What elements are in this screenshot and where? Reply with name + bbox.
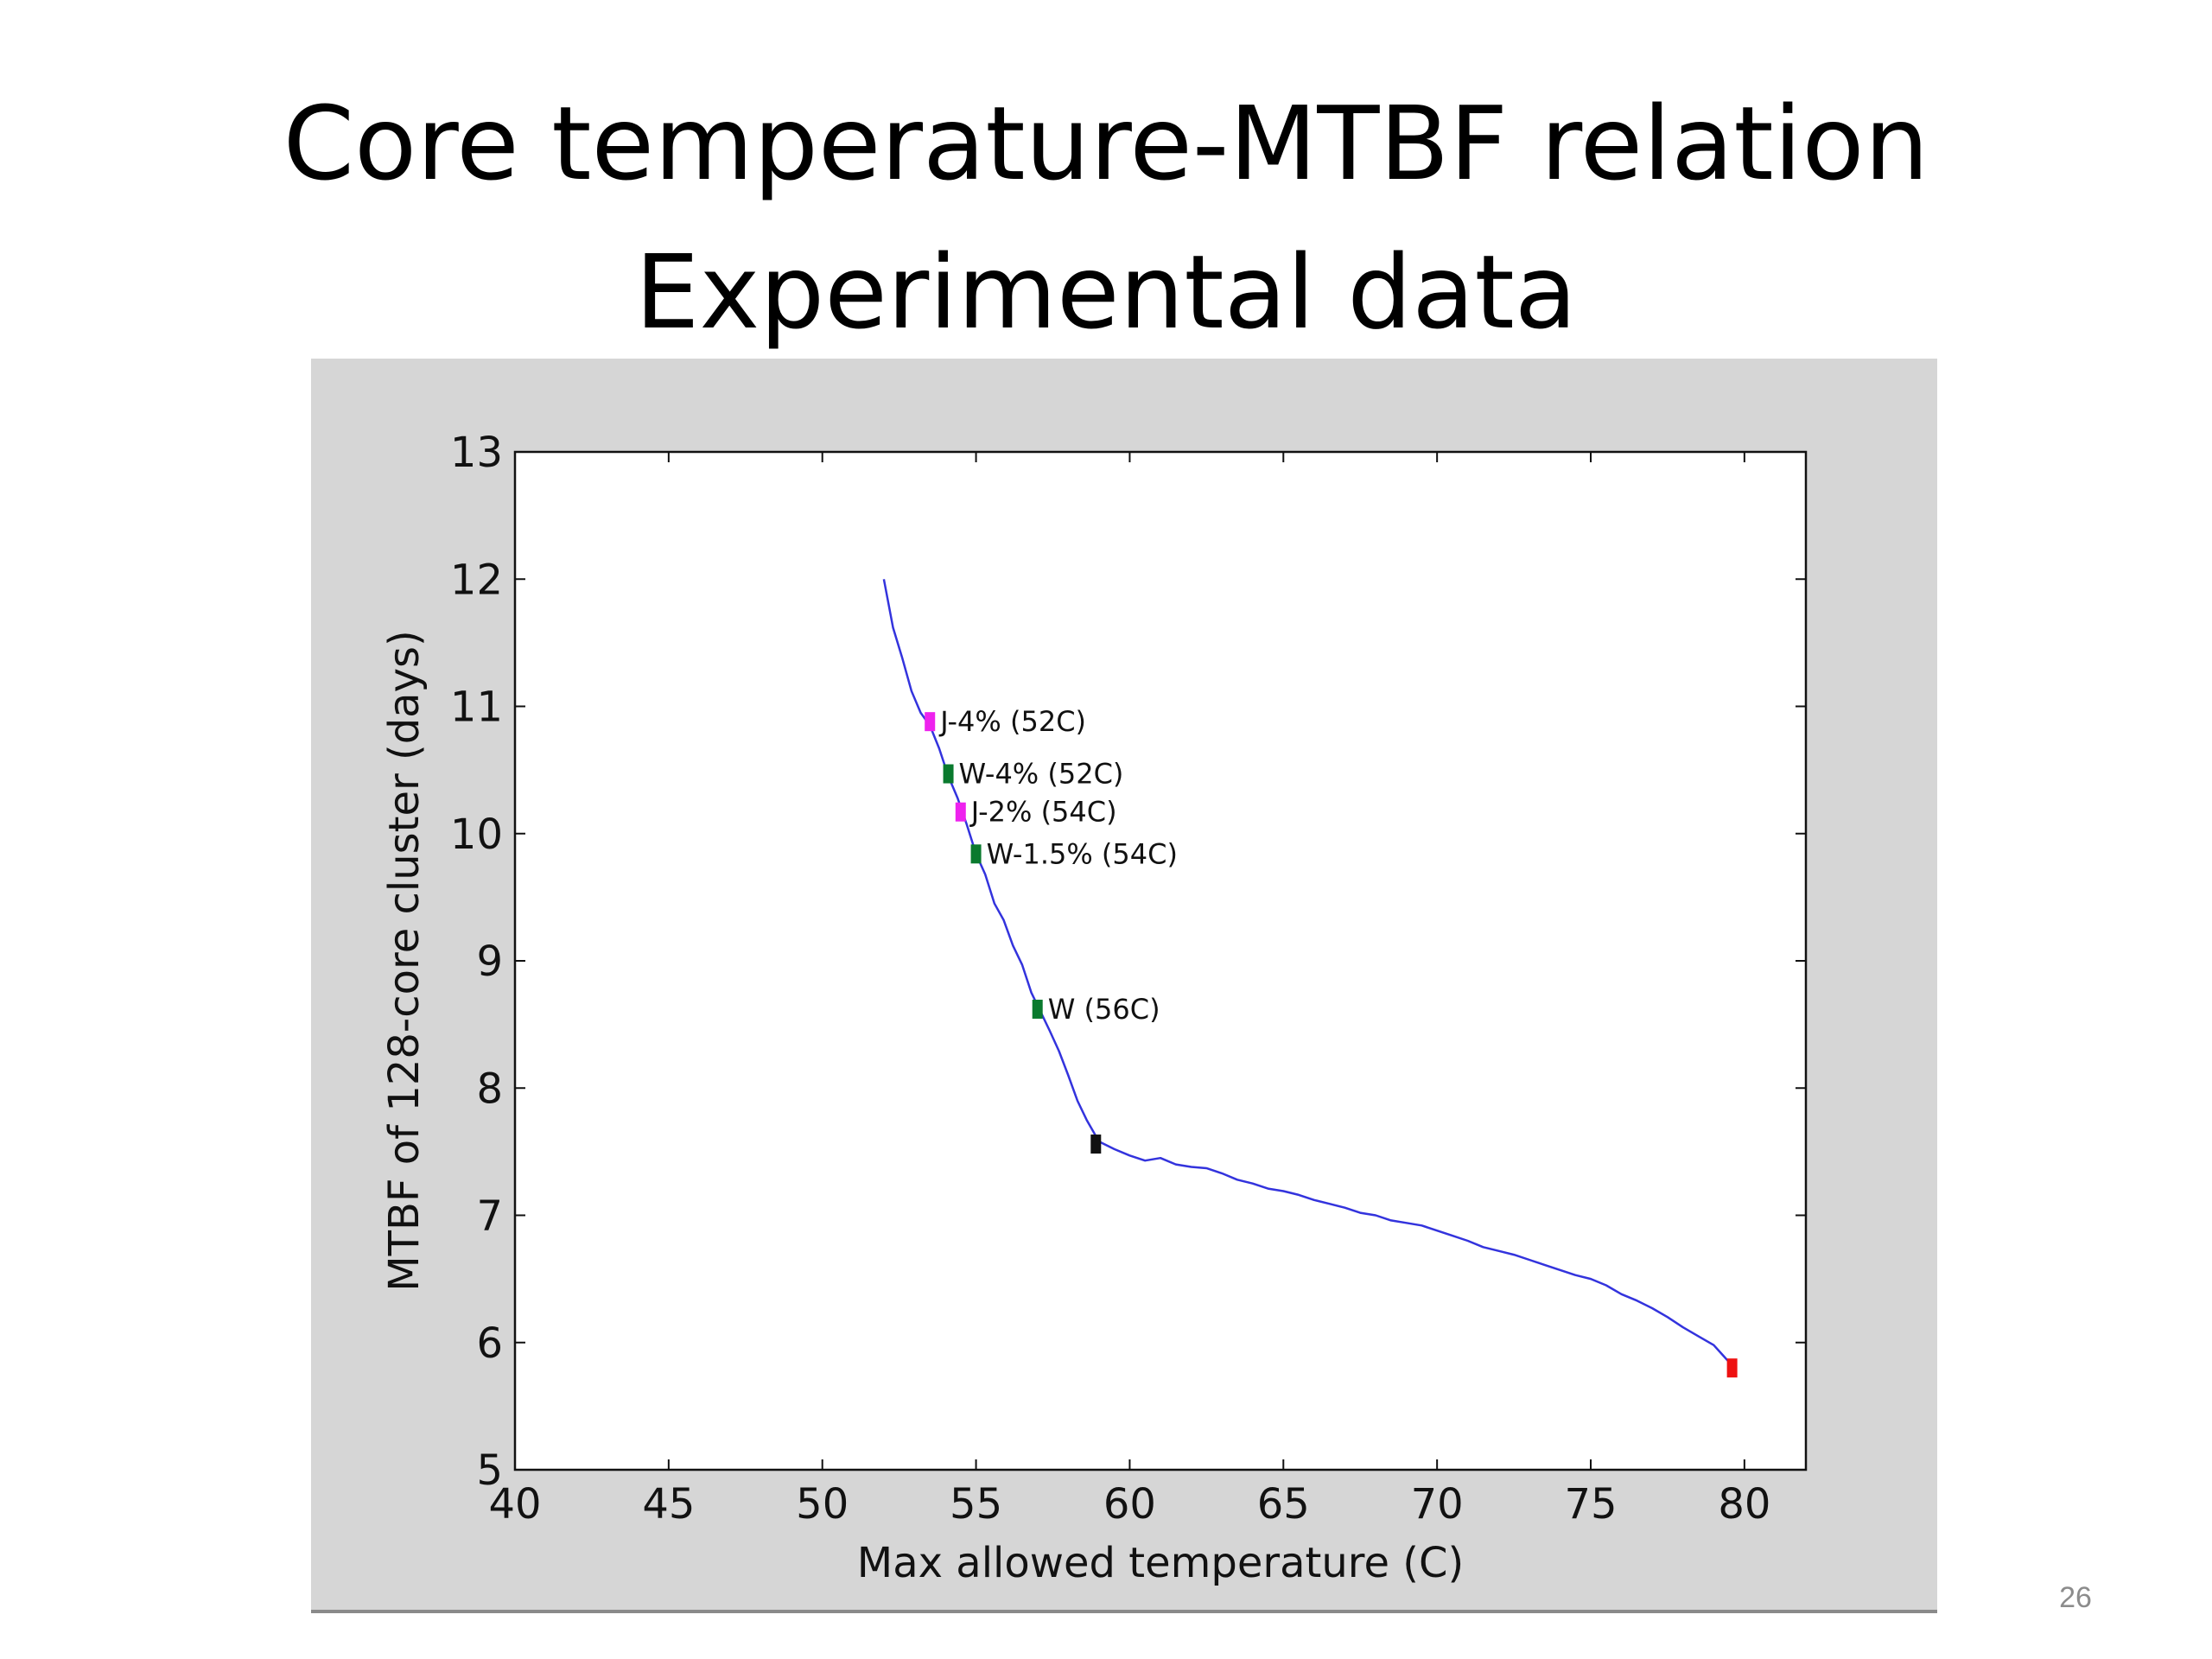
plot-area [513, 450, 1808, 1471]
y-tick-label: 5 [476, 1446, 503, 1495]
marker-label: J-2% (54C) [969, 796, 1117, 829]
marker-group: J-4% (52C) W-4% (52C) J-2% (54C) W-1.5% (54… [925, 705, 1738, 1378]
data-point-marker [1090, 1135, 1102, 1154]
data-point-marker [943, 764, 954, 784]
x-tick-label: 65 [1257, 1480, 1310, 1529]
data-point-marker [1726, 1358, 1738, 1378]
x-tick-label: 45 [642, 1480, 695, 1529]
slide-title: Core temperature-MTBF relation Experimen… [0, 69, 2212, 366]
data-point-marker [955, 802, 966, 822]
x-tick-label: 80 [1718, 1480, 1770, 1529]
series-line [882, 579, 1733, 1367]
x-tick-label: 55 [950, 1480, 1002, 1529]
axis-ticks: 40 45 50 55 60 65 70 75 80 5 6 7 8 9 10 11 12 13 [450, 429, 1806, 1529]
slide-title-line-2: Experimental data [634, 232, 1578, 352]
mtbf-chart: 40 45 50 55 60 65 70 75 80 5 6 7 8 9 10 11 12 13 J-4% (52… [380, 429, 1808, 1587]
y-tick-label: 8 [476, 1065, 503, 1113]
x-tick-label: 70 [1411, 1480, 1464, 1529]
y-tick-label: 6 [476, 1319, 503, 1368]
marker-label: J-4% (52C) [938, 705, 1086, 738]
data-point-marker [925, 712, 936, 732]
y-tick-label: 9 [476, 938, 503, 986]
marker-label: W (56C) [1048, 993, 1160, 1026]
y-tick-label: 11 [450, 683, 503, 732]
x-tick-label: 60 [1103, 1480, 1156, 1529]
marker-label: W-4% (52C) [959, 758, 1124, 791]
mtbf-series-line [882, 579, 1733, 1367]
x-tick-label: 50 [796, 1480, 849, 1529]
y-tick-label: 12 [450, 556, 503, 604]
data-point-marker [1032, 999, 1043, 1019]
marker-label: W-1.5% (54C) [987, 837, 1178, 870]
page-number: 26 [2059, 1581, 2092, 1614]
data-point-marker [970, 844, 982, 864]
x-axis-label: Max allowed temperature (C) [857, 1539, 1464, 1587]
x-tick-label: 75 [1564, 1480, 1617, 1529]
slide-title-line-1: Core temperature-MTBF relation [283, 84, 1929, 203]
x-tick-label: 40 [488, 1480, 541, 1529]
y-axis-label: MTBF of 128-core cluster (days) [380, 630, 429, 1291]
y-tick-label: 13 [450, 429, 503, 477]
y-tick-label: 7 [476, 1192, 503, 1241]
y-tick-label: 10 [450, 810, 503, 859]
